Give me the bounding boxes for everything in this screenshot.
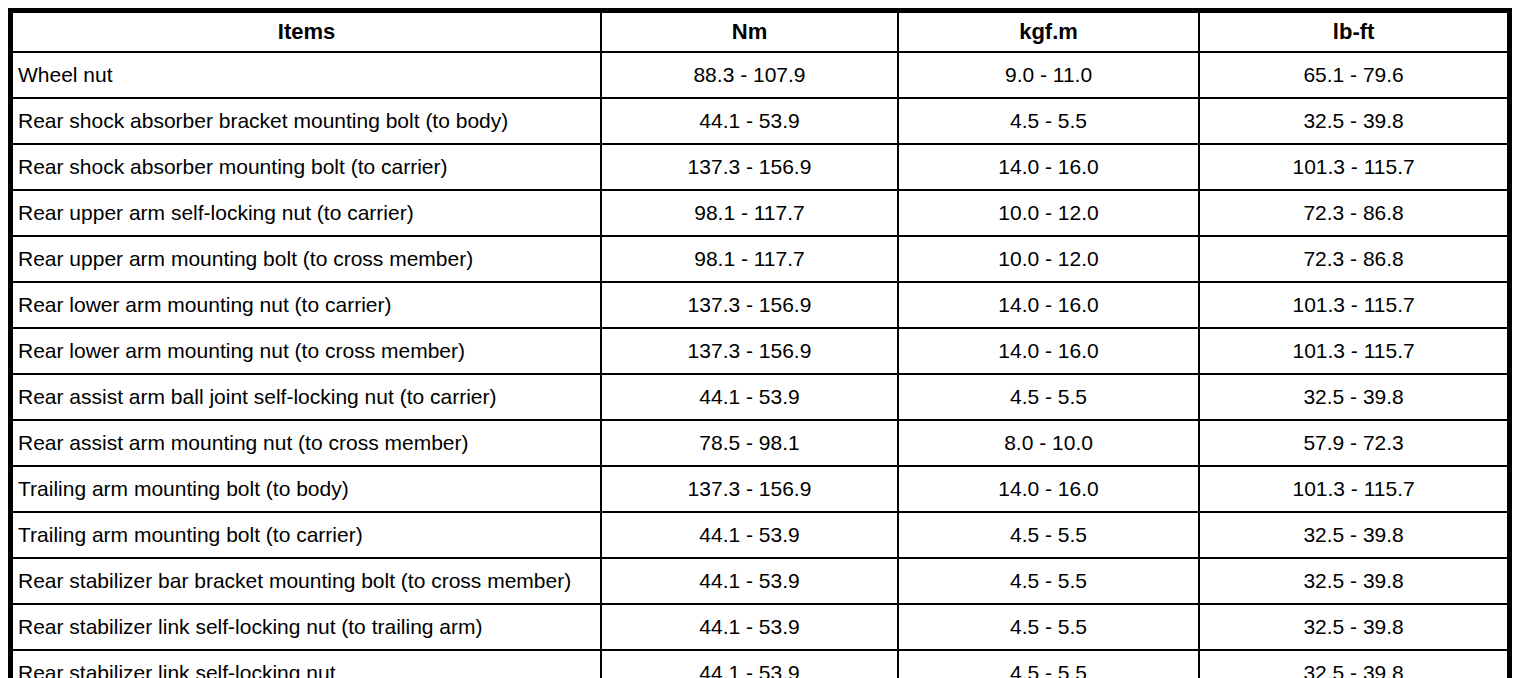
- document-page: Items Nm kgf.m lb-ft Wheel nut88.3 - 107…: [0, 0, 1520, 678]
- kgfm-value-cell: 4.5 - 5.5: [898, 650, 1199, 678]
- item-cell: Trailing arm mounting bolt (to body): [11, 466, 602, 512]
- table-row: Rear assist arm ball joint self-locking …: [11, 374, 1510, 420]
- lbft-value-cell: 32.5 - 39.8: [1199, 604, 1509, 650]
- kgfm-value-cell: 4.5 - 5.5: [898, 512, 1199, 558]
- table-row: Rear stabilizer bar bracket mounting bol…: [11, 558, 1510, 604]
- item-cell: Rear stabilizer bar bracket mounting bol…: [11, 558, 602, 604]
- table-row: Rear lower arm mounting nut (to cross me…: [11, 328, 1510, 374]
- nm-value-cell: 98.1 - 117.7: [601, 236, 898, 282]
- table-row: Rear shock absorber bracket mounting bol…: [11, 98, 1510, 144]
- kgfm-value-cell: 4.5 - 5.5: [898, 374, 1199, 420]
- kgfm-value-cell: 4.5 - 5.5: [898, 98, 1199, 144]
- item-cell: Rear stabilizer link self-locking nut (t…: [11, 604, 602, 650]
- lbft-value-cell: 101.3 - 115.7: [1199, 328, 1509, 374]
- table-row: Wheel nut88.3 - 107.99.0 - 11.065.1 - 79…: [11, 52, 1510, 98]
- table-row: Trailing arm mounting bolt (to body)137.…: [11, 466, 1510, 512]
- table-row: Rear assist arm mounting nut (to cross m…: [11, 420, 1510, 466]
- header-row: Items Nm kgf.m lb-ft: [11, 11, 1510, 53]
- item-cell: Rear upper arm self-locking nut (to carr…: [11, 190, 602, 236]
- column-header-kgfm: kgf.m: [898, 11, 1199, 53]
- table-row: Rear upper arm mounting bolt (to cross m…: [11, 236, 1510, 282]
- nm-value-cell: 44.1 - 53.9: [601, 374, 898, 420]
- table-row: Rear lower arm mounting nut (to carrier)…: [11, 282, 1510, 328]
- item-cell: Rear shock absorber bracket mounting bol…: [11, 98, 602, 144]
- kgfm-value-cell: 14.0 - 16.0: [898, 144, 1199, 190]
- nm-value-cell: 44.1 - 53.9: [601, 98, 898, 144]
- kgfm-value-cell: 10.0 - 12.0: [898, 190, 1199, 236]
- table-body: Wheel nut88.3 - 107.99.0 - 11.065.1 - 79…: [11, 52, 1510, 678]
- lbft-value-cell: 57.9 - 72.3: [1199, 420, 1509, 466]
- kgfm-value-cell: 14.0 - 16.0: [898, 328, 1199, 374]
- item-cell: Trailing arm mounting bolt (to carrier): [11, 512, 602, 558]
- kgfm-value-cell: 4.5 - 5.5: [898, 604, 1199, 650]
- column-header-nm: Nm: [601, 11, 898, 53]
- lbft-value-cell: 101.3 - 115.7: [1199, 282, 1509, 328]
- column-header-items: Items: [11, 11, 602, 53]
- nm-value-cell: 78.5 - 98.1: [601, 420, 898, 466]
- item-cell: Rear lower arm mounting nut (to cross me…: [11, 328, 602, 374]
- table-row: Rear stabilizer link self-locking nut (t…: [11, 604, 1510, 650]
- table-row: Rear upper arm self-locking nut (to carr…: [11, 190, 1510, 236]
- nm-value-cell: 137.3 - 156.9: [601, 282, 898, 328]
- kgfm-value-cell: 4.5 - 5.5: [898, 558, 1199, 604]
- nm-value-cell: 137.3 - 156.9: [601, 328, 898, 374]
- item-cell: Rear lower arm mounting nut (to carrier): [11, 282, 602, 328]
- table-row: Trailing arm mounting bolt (to carrier)4…: [11, 512, 1510, 558]
- column-header-lbft: lb-ft: [1199, 11, 1509, 53]
- table-row: Rear stabilizer link self-locking nut44.…: [11, 650, 1510, 678]
- item-cell: Rear shock absorber mounting bolt (to ca…: [11, 144, 602, 190]
- lbft-value-cell: 32.5 - 39.8: [1199, 98, 1509, 144]
- lbft-value-cell: 72.3 - 86.8: [1199, 190, 1509, 236]
- nm-value-cell: 44.1 - 53.9: [601, 604, 898, 650]
- lbft-value-cell: 32.5 - 39.8: [1199, 374, 1509, 420]
- kgfm-value-cell: 14.0 - 16.0: [898, 282, 1199, 328]
- nm-value-cell: 44.1 - 53.9: [601, 650, 898, 678]
- nm-value-cell: 88.3 - 107.9: [601, 52, 898, 98]
- kgfm-value-cell: 14.0 - 16.0: [898, 466, 1199, 512]
- torque-spec-table: Items Nm kgf.m lb-ft Wheel nut88.3 - 107…: [8, 8, 1512, 678]
- lbft-value-cell: 72.3 - 86.8: [1199, 236, 1509, 282]
- lbft-value-cell: 65.1 - 79.6: [1199, 52, 1509, 98]
- item-cell: Rear assist arm ball joint self-locking …: [11, 374, 602, 420]
- lbft-value-cell: 101.3 - 115.7: [1199, 144, 1509, 190]
- lbft-value-cell: 32.5 - 39.8: [1199, 650, 1509, 678]
- lbft-value-cell: 32.5 - 39.8: [1199, 558, 1509, 604]
- nm-value-cell: 137.3 - 156.9: [601, 466, 898, 512]
- table-header: Items Nm kgf.m lb-ft: [11, 11, 1510, 53]
- kgfm-value-cell: 10.0 - 12.0: [898, 236, 1199, 282]
- kgfm-value-cell: 8.0 - 10.0: [898, 420, 1199, 466]
- item-cell: Rear upper arm mounting bolt (to cross m…: [11, 236, 602, 282]
- item-cell: Rear assist arm mounting nut (to cross m…: [11, 420, 602, 466]
- nm-value-cell: 98.1 - 117.7: [601, 190, 898, 236]
- table-row: Rear shock absorber mounting bolt (to ca…: [11, 144, 1510, 190]
- item-cell: Wheel nut: [11, 52, 602, 98]
- lbft-value-cell: 32.5 - 39.8: [1199, 512, 1509, 558]
- kgfm-value-cell: 9.0 - 11.0: [898, 52, 1199, 98]
- nm-value-cell: 137.3 - 156.9: [601, 144, 898, 190]
- item-cell: Rear stabilizer link self-locking nut: [11, 650, 602, 678]
- nm-value-cell: 44.1 - 53.9: [601, 512, 898, 558]
- lbft-value-cell: 101.3 - 115.7: [1199, 466, 1509, 512]
- nm-value-cell: 44.1 - 53.9: [601, 558, 898, 604]
